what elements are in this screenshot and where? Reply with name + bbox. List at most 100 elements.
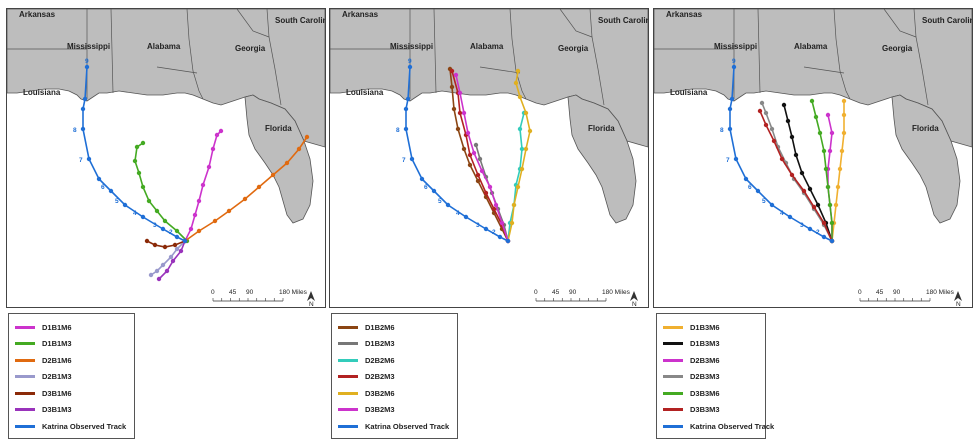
ensemble-track: [507, 112, 525, 242]
florida-peninsula: [567, 94, 637, 224]
state-border: [913, 9, 929, 106]
ensemble-track-point: [527, 128, 533, 134]
ensemble-track-point: [146, 198, 152, 204]
ensemble-track-point: [515, 68, 521, 74]
ensemble-track-point: [813, 114, 819, 120]
legend-swatch: [15, 391, 35, 395]
ensemble-track-point: [825, 184, 831, 190]
katrina-track-point: [160, 226, 166, 232]
katrina-track-label: 6: [748, 184, 752, 191]
katrina-track-label: 3: [800, 222, 804, 229]
legend-label: Katrina Observed Track: [42, 421, 127, 431]
legend-swatch: [338, 375, 358, 378]
florida-peninsula: [891, 94, 961, 224]
state-label-mississippi: Mississippi: [714, 42, 757, 51]
ensemble-track-point: [210, 146, 216, 152]
legend-swatch: [663, 375, 683, 378]
ensemble-track-point: [140, 140, 146, 146]
legend-item: D1B3M6: [663, 320, 720, 334]
state-label-arkansas: Arkansas: [19, 10, 56, 19]
katrina-track-point: [140, 214, 146, 220]
ensemble-track-point: [517, 94, 523, 100]
ensemble-track-point: [218, 128, 224, 134]
katrina-track-point: [755, 188, 761, 194]
florida-peninsula: [244, 94, 314, 224]
katrina-track-label: 3: [153, 222, 157, 229]
ensemble-track-point: [304, 134, 310, 140]
ensemble-track-point: [841, 130, 847, 136]
katrina-observed-track: 9 8 7 6 5 4 3 2: [396, 58, 511, 244]
ensemble-track-point: [821, 148, 827, 154]
state-label-south-carolina: South Carolina: [922, 16, 972, 25]
legend-swatch: [15, 408, 35, 411]
scale-tick-label: 45: [552, 289, 560, 296]
scale-tick-label: 0: [534, 289, 538, 296]
north-label: N: [956, 301, 961, 307]
ensemble-track-point: [196, 198, 202, 204]
ensemble-track-point: [162, 218, 168, 224]
legend-item: D2B1M6: [15, 353, 72, 367]
north-arrow-icon: [307, 291, 315, 301]
ensemble-track-point: [461, 110, 467, 116]
katrina-track-label: 5: [115, 198, 119, 205]
katrina-track-label: 9: [732, 58, 736, 65]
katrina-track-label: 7: [79, 157, 83, 164]
katrina-track-label: 2: [492, 229, 496, 236]
katrina-track-label: 9: [408, 58, 412, 65]
katrina-track-point: [407, 64, 413, 70]
ensemble-track-point: [174, 228, 180, 234]
katrina-track-point: [96, 176, 102, 182]
legend-label: D1B1M3: [42, 339, 72, 348]
ensemble-track-point: [200, 182, 206, 188]
legend-item: D3B3M3: [663, 403, 720, 417]
legend-label: D2B2M6: [365, 355, 395, 365]
legend-label: D2B3M6: [690, 355, 720, 365]
legend-item: D3B1M6: [15, 386, 72, 400]
state-border: [186, 9, 204, 100]
state-label-georgia: Georgia: [235, 44, 266, 53]
ensemble-track-point: [827, 202, 833, 208]
state-label-georgia: Georgia: [558, 44, 589, 53]
ensemble-track-point: [170, 258, 176, 264]
ensemble-track-point: [256, 184, 262, 190]
ensemble-track-point: [467, 152, 473, 158]
state-border: [156, 66, 198, 74]
state-border: [589, 9, 605, 106]
state-label-louisiana: Louisiana: [23, 88, 61, 97]
katrina-track-point: [403, 126, 409, 132]
katrina-track-point: [108, 188, 114, 194]
state-border: [559, 9, 593, 38]
track-D3B3M6: [809, 98, 835, 244]
katrina-track-label: 7: [402, 157, 406, 164]
ensemble-track-point: [835, 184, 841, 190]
map-panel-1: Arkansas Mississippi Alabama Georgia South C…: [6, 8, 326, 308]
map-canvas: Arkansas Mississippi Alabama Georgia South C…: [7, 9, 325, 307]
north-label: N: [309, 301, 314, 307]
katrina-track-label: 6: [424, 184, 428, 191]
ensemble-track-point: [779, 156, 785, 162]
north-arrow-icon: [630, 291, 638, 301]
state-border: [757, 9, 761, 94]
ensemble-track-point: [140, 184, 146, 190]
ensemble-track-point: [837, 166, 843, 172]
state-border: [883, 9, 917, 38]
track-D3B2M3: [453, 72, 511, 244]
katrina-track-point: [431, 188, 437, 194]
katrina-track-point: [731, 64, 737, 70]
scale-bar: 0 45 90 180 Miles: [211, 289, 308, 302]
state-label-arkansas: Arkansas: [666, 10, 703, 19]
legend-swatch: [338, 408, 358, 411]
legend-swatch: [15, 342, 35, 345]
ensemble-track-point: [825, 112, 831, 118]
katrina-track-label: 7: [726, 157, 730, 164]
state-border: [833, 9, 851, 100]
state-label-mississippi: Mississippi: [67, 42, 110, 51]
ensemble-track-point: [823, 166, 829, 172]
ensemble-track-point: [212, 218, 218, 224]
legend-item: D3B2M6: [338, 386, 395, 400]
ensemble-track: [184, 136, 308, 242]
ensemble-track: [455, 74, 509, 242]
scale-tick-label: 0: [858, 289, 862, 296]
scale-tick-label: 90: [569, 289, 577, 296]
state-border: [110, 9, 114, 94]
